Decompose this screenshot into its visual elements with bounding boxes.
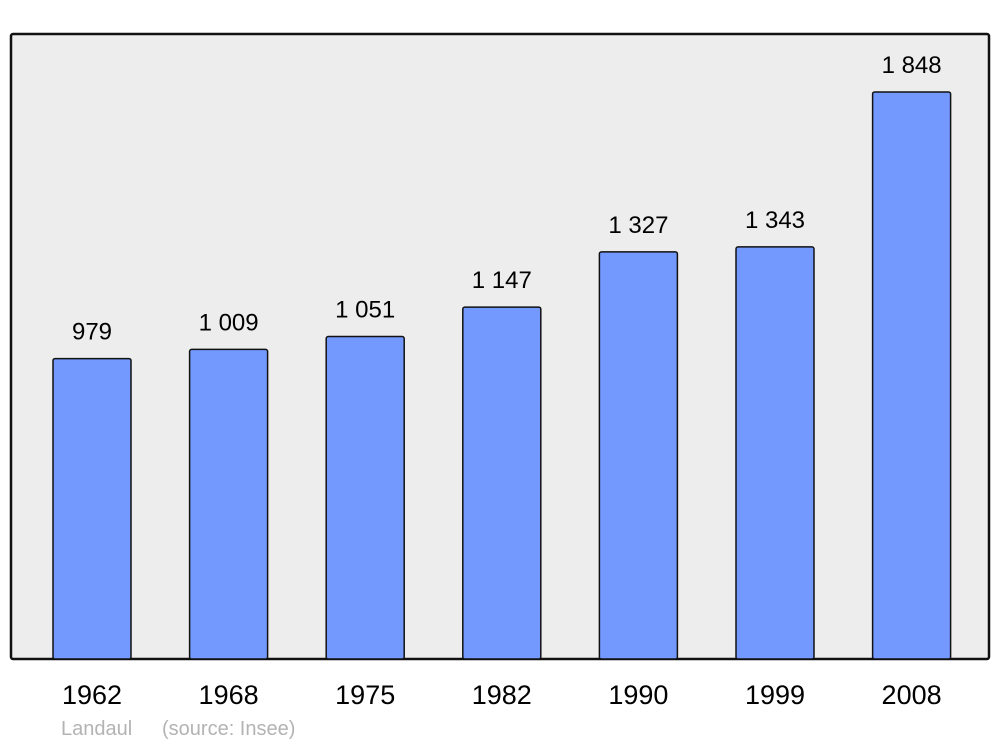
x-tick-label: 2008: [882, 680, 942, 710]
bar-2008: [871, 91, 952, 660]
x-tick-label: 1962: [62, 680, 122, 710]
x-tick-label: 1982: [472, 680, 532, 710]
data-label: 1 147: [472, 267, 532, 294]
bar-1990: [598, 251, 679, 660]
x-tick-label: 1999: [745, 680, 805, 710]
bar-1999: [735, 246, 815, 660]
data-label: 1 327: [608, 212, 668, 239]
bar-1962: [52, 357, 132, 660]
footer-source: (source: Insee): [162, 718, 296, 740]
footer-place: Landaul: [61, 718, 133, 740]
bar-1968: [188, 348, 269, 660]
data-label: 1 343: [745, 207, 805, 234]
bar-1982: [462, 306, 542, 660]
bar-1975: [325, 335, 405, 660]
data-label: 1 848: [882, 52, 942, 79]
x-tick-label: 1990: [608, 680, 668, 710]
data-label: 1 051: [335, 297, 395, 324]
x-tick-label: 1975: [335, 680, 395, 710]
data-label: 979: [72, 319, 112, 346]
data-label: 1 009: [199, 309, 259, 336]
x-tick-label: 1968: [199, 680, 259, 710]
